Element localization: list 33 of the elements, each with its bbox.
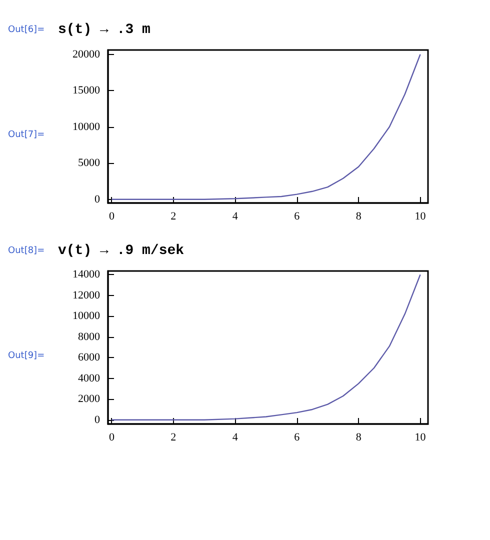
y-tick-label: 14000: [72, 268, 100, 281]
text: Out[9]=: [8, 350, 46, 360]
y-tick-label: 12000: [72, 289, 100, 302]
line-series: [111, 54, 421, 200]
x-tick-label: 0: [108, 210, 115, 222]
text: Out[8]=: [8, 246, 46, 256]
x-tick-label: 10: [414, 210, 426, 222]
y-tick-label: 8000: [78, 330, 100, 343]
y-tick-label: 5000: [78, 157, 100, 170]
x-tick-label: 8: [356, 210, 362, 222]
x-tick-label: 4: [232, 432, 238, 444]
y-tick-label: 0: [94, 414, 100, 426]
y-tick-label: 20000: [72, 48, 100, 60]
x-tick-label: 2: [170, 210, 176, 222]
text: Out[7]=: [8, 130, 46, 140]
y-tick-label: 2000: [78, 393, 100, 406]
x-tick-label: 8: [356, 432, 362, 444]
x-tick-label: 4: [232, 210, 238, 222]
x-tick-label: 0: [108, 432, 115, 444]
x-tick-label: 6: [294, 432, 300, 444]
y-tick-label: 4000: [78, 372, 100, 384]
y-tick-label: 10000: [72, 310, 100, 322]
y-tick-label: 0: [94, 193, 100, 206]
chart-title: v(t) → .9 m/sek: [58, 243, 184, 259]
text: Out[6]=: [8, 25, 46, 35]
y-tick-label: 15000: [72, 84, 100, 97]
line-series: [111, 274, 421, 420]
y-tick-label: 6000: [78, 352, 100, 364]
x-tick-label: 10: [414, 432, 426, 444]
x-tick-label: 2: [170, 432, 176, 444]
x-tick-label: 6: [294, 210, 300, 222]
y-tick-label: 10000: [72, 120, 100, 133]
chart-title: s(t) → .3 m: [58, 22, 150, 38]
